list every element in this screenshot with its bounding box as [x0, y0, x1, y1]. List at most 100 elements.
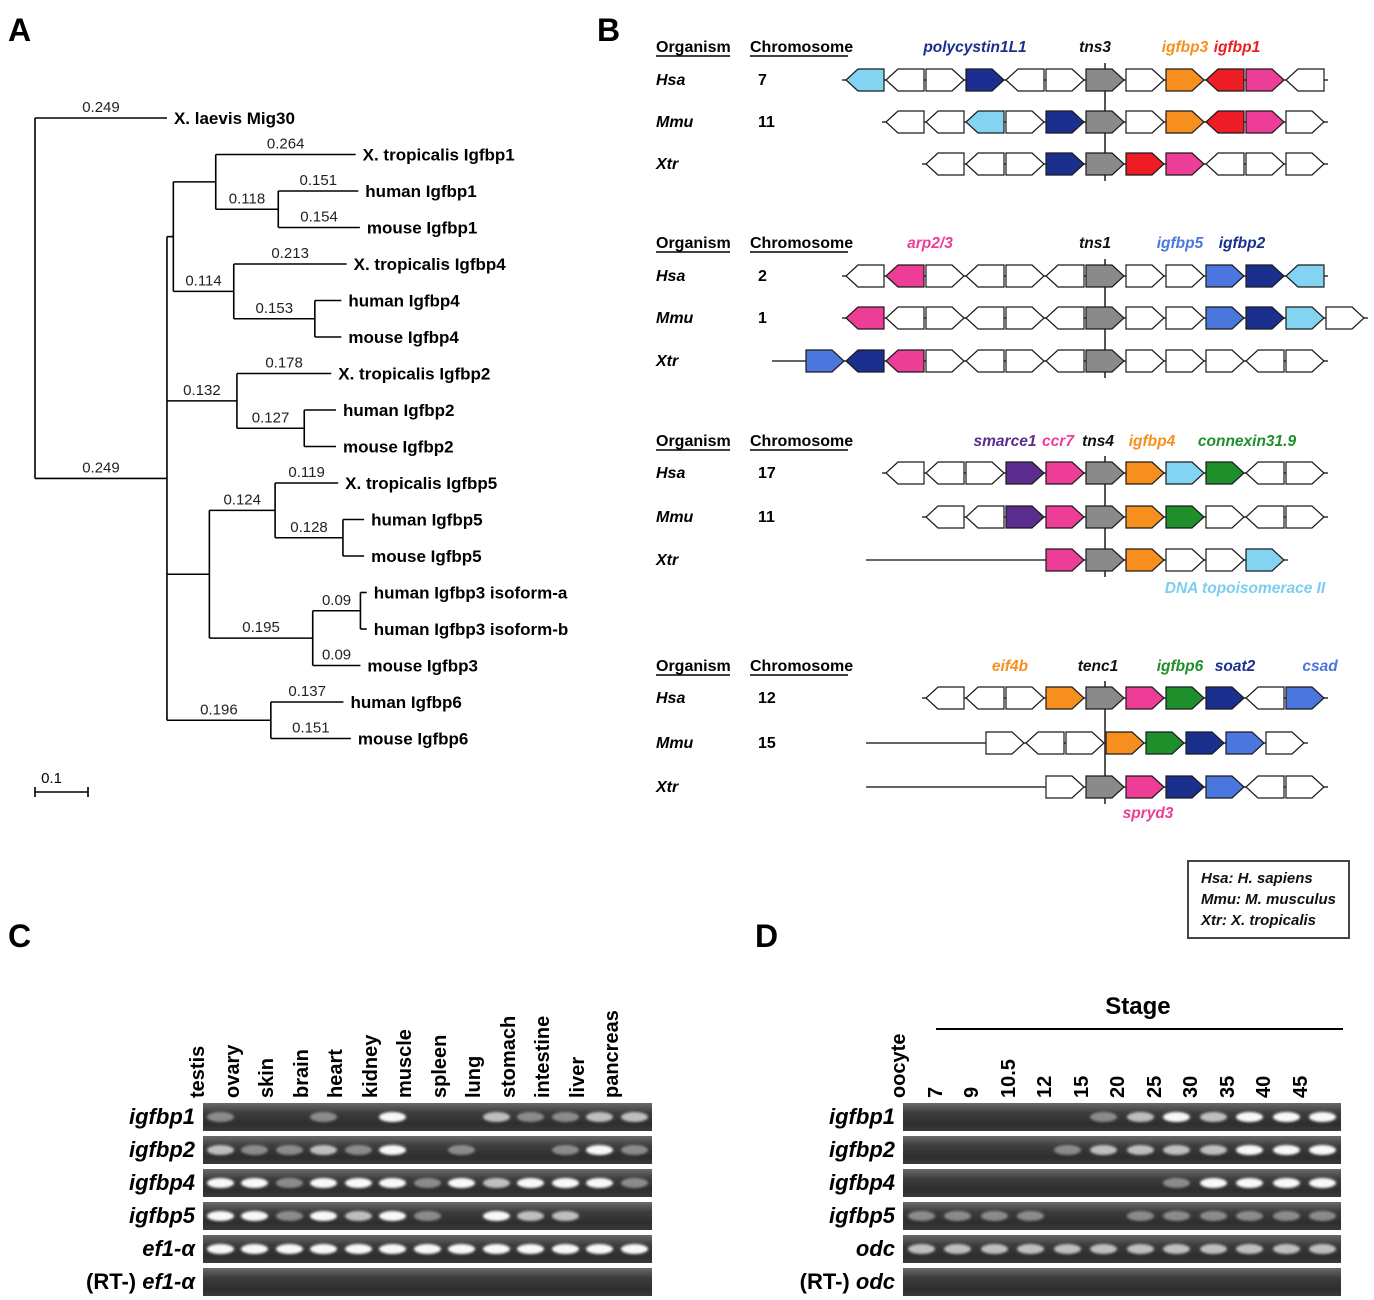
gel-band — [517, 1211, 545, 1221]
gel-row — [203, 1235, 652, 1263]
gel-band — [1272, 1211, 1300, 1221]
gene-arrow — [1005, 264, 1045, 288]
gene-arrow — [1165, 686, 1205, 710]
organism-label: Mmu — [656, 735, 694, 752]
lane-label: skin — [256, 1057, 279, 1098]
gene-name: igfbp4 — [829, 1170, 895, 1195]
gel-band — [379, 1244, 407, 1254]
gene-arrow — [965, 505, 1005, 529]
tree-leaf-label: mouse Igfbp4 — [348, 328, 459, 347]
gene-arrow — [925, 461, 965, 485]
gel-band — [379, 1112, 407, 1122]
gene-name: odc — [855, 1269, 895, 1294]
gene-arrow — [1085, 775, 1125, 799]
gene-arrow — [985, 731, 1025, 755]
gel-band — [413, 1211, 441, 1221]
gene-arrow — [1165, 110, 1205, 134]
gene-arrow — [1085, 264, 1125, 288]
gene-arrow — [1285, 349, 1325, 373]
lane-label: ovary — [221, 1044, 244, 1098]
panel-a-label: A — [8, 12, 32, 48]
lane-label: kidney — [359, 1034, 382, 1098]
branch-length-label: 0.154 — [300, 209, 338, 226]
gel-row-label: igfbp2 — [21, 1137, 195, 1163]
gene-arrow — [925, 306, 965, 330]
lane-label: 40 — [1253, 1075, 1276, 1098]
gene-arrow — [845, 68, 885, 92]
gel-band — [551, 1145, 579, 1155]
gel-band — [1272, 1244, 1300, 1254]
gene-arrow — [1165, 349, 1205, 373]
gene-label: tns4 — [1082, 433, 1114, 450]
gene-arrow — [1045, 775, 1085, 799]
gel-band — [1199, 1178, 1227, 1188]
gene-arrow — [965, 686, 1005, 710]
gel-band — [1309, 1211, 1337, 1221]
gene-arrow — [1105, 731, 1145, 755]
gel-band — [206, 1178, 234, 1188]
gene-arrow — [1185, 731, 1225, 755]
rt-minus-prefix: (RT-) — [86, 1269, 143, 1294]
gel-row-label: igfbp2 — [721, 1137, 895, 1163]
gel-row — [203, 1169, 652, 1197]
gene-arrow — [885, 306, 925, 330]
gel-row-label: igfbp1 — [721, 1104, 895, 1130]
lane-label: 10.5 — [997, 1059, 1020, 1098]
gene-arrow — [1245, 152, 1285, 176]
gel-band — [1199, 1112, 1227, 1122]
gel-band — [944, 1211, 972, 1221]
gene-arrow — [885, 68, 925, 92]
gel-band — [1309, 1145, 1337, 1155]
gel-band — [344, 1244, 372, 1254]
gel-band — [241, 1178, 269, 1188]
gene-label: tns1 — [1079, 235, 1111, 252]
organism-label: Xtr — [655, 156, 679, 173]
gene-arrow — [845, 349, 885, 373]
chromosome-header: Chromosome — [750, 235, 853, 252]
gene-arrow — [1125, 68, 1165, 92]
lane-label: 15 — [1070, 1075, 1093, 1098]
tree-leaf-label: human Igfbp4 — [348, 292, 460, 311]
organism-label: Hsa — [656, 268, 685, 285]
gel-band — [310, 1211, 338, 1221]
gene-arrow — [1325, 306, 1365, 330]
tree-leaf-label: X. tropicalis Igfbp5 — [345, 474, 497, 493]
gene-arrow — [1225, 731, 1265, 755]
gene-arrow — [965, 152, 1005, 176]
gene-label: igfbp6 — [1157, 658, 1204, 675]
panel-d-label: D — [755, 918, 779, 954]
branch-length-label: 0.114 — [185, 272, 221, 289]
gel-band — [551, 1244, 579, 1254]
gene-arrow — [1205, 505, 1245, 529]
gel-band — [1236, 1112, 1264, 1122]
gel-band — [275, 1145, 303, 1155]
gene-arrow — [1045, 548, 1085, 572]
gene-label: smarce1 — [974, 433, 1037, 450]
gel-band — [1017, 1211, 1045, 1221]
organism-label: Hsa — [656, 72, 685, 89]
gel-row-label: igfbp5 — [721, 1203, 895, 1229]
gene-name: igfbp2 — [129, 1137, 195, 1162]
lane-label: liver — [566, 1056, 589, 1098]
gene-arrow — [1005, 461, 1045, 485]
branch-length-label: 0.213 — [271, 245, 309, 262]
gene-name: igfbp5 — [129, 1203, 195, 1228]
gel-band — [379, 1145, 407, 1155]
gel-band — [1053, 1145, 1081, 1155]
legend-line-xtr: Xtr: X. tropicalis — [1201, 912, 1317, 929]
gel-band — [1090, 1244, 1118, 1254]
gel-band — [1126, 1244, 1154, 1254]
gene-arrow — [1045, 461, 1085, 485]
gene-arrow — [1205, 264, 1245, 288]
gene-arrow — [1085, 349, 1125, 373]
gel-band — [1309, 1178, 1337, 1188]
lane-label: oocyte — [888, 1033, 911, 1098]
gel-row-label: (RT-) odc — [721, 1269, 895, 1295]
gel-band — [1199, 1244, 1227, 1254]
gel-band — [448, 1145, 476, 1155]
gene-label: igfbp3 — [1162, 39, 1209, 56]
branch-length-label: 0.264 — [267, 136, 305, 153]
branch-length-label: 0.153 — [256, 300, 294, 317]
gene-arrow — [1045, 306, 1085, 330]
